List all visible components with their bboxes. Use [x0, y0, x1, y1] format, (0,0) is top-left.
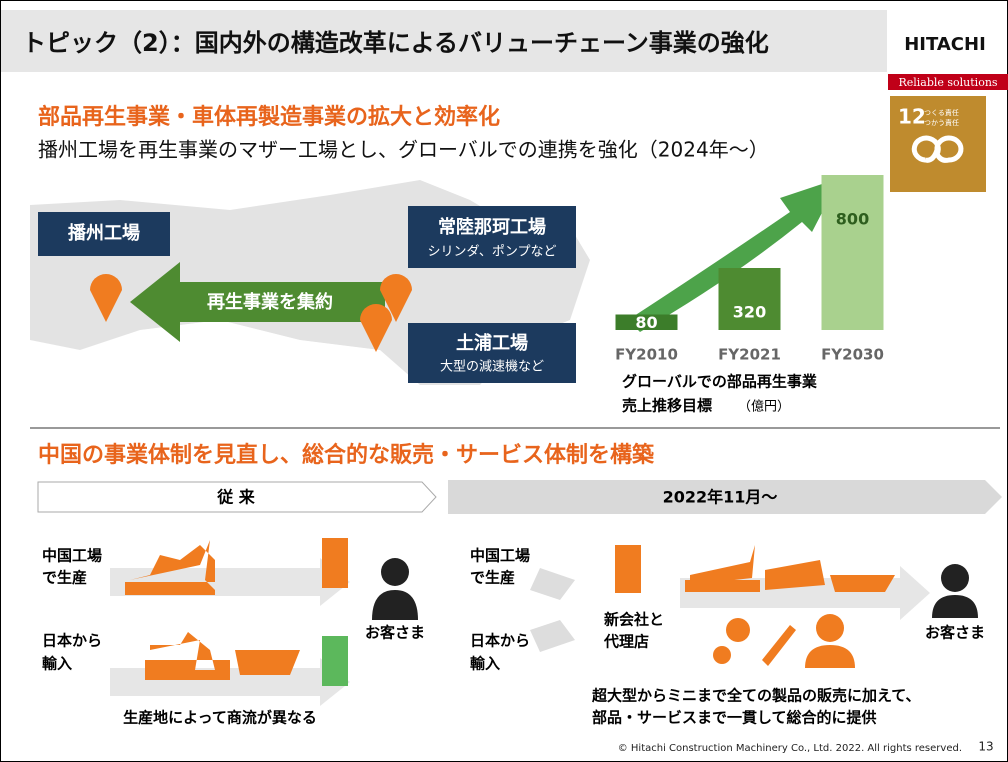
building-icon: [322, 538, 348, 588]
logo: HITACHI: [904, 34, 986, 55]
plant-note: シリンダ、ポンプなど: [428, 245, 557, 260]
phase-label: 従 来: [216, 488, 256, 507]
gear-icon: [726, 618, 750, 642]
caption: グローバルでの部品再生事業: [622, 373, 818, 391]
page-number: 13: [978, 740, 993, 754]
person-icon: [941, 564, 969, 592]
bar: [821, 175, 884, 330]
arrow-label: 再生事業を集約: [207, 291, 333, 313]
phase-header: [37, 481, 437, 513]
plant-name: 土浦工場: [456, 332, 528, 354]
pin: [90, 274, 122, 322]
plant-name: 播州工場: [68, 222, 140, 244]
plant-note: 大型の減速機など: [440, 359, 544, 375]
value-label: 800: [836, 210, 869, 229]
note: 生産地によって商流が異なる: [123, 709, 317, 727]
worker-icon: [816, 614, 844, 642]
caption: 売上推移目標: [622, 397, 712, 415]
gear-icon: [713, 646, 731, 664]
label: で生産: [42, 569, 87, 587]
label: 新会社と: [604, 611, 664, 629]
value-label: 80: [635, 313, 657, 332]
section-heading: 中国の事業体制を見直し、総合的な販売・サービス体制を構築: [38, 442, 655, 468]
person-icon: [932, 595, 978, 618]
label: 輸入: [470, 655, 500, 673]
label: 日本から: [42, 632, 102, 650]
sdg-symbol: [911, 135, 964, 163]
title: トピック（2）：国内外の構造改革によるバリューチェーン事業の強化: [22, 29, 769, 57]
label: で生産: [470, 569, 515, 587]
x-tick-label: FY2030: [821, 346, 884, 364]
label: 中国工場: [470, 547, 530, 565]
section-subtitle: 播州工場を再生事業のマザー工場とし、グローバルでの連携を強化（2024年～）: [38, 138, 769, 162]
wrench-icon: [762, 625, 796, 666]
label: 輸入: [42, 655, 72, 673]
header-band: [1, 10, 887, 72]
sdg-text: つくる責任: [924, 108, 959, 117]
pin: [380, 274, 412, 322]
value-label: 320: [733, 303, 766, 322]
note: 部品・サービスまで一貫して総合的に提供: [592, 709, 877, 727]
bar: [718, 268, 781, 330]
plant-box: [408, 206, 576, 268]
excavator-icon: [125, 540, 215, 595]
sdg-text: つかう責任: [924, 118, 959, 127]
note: 超大型からミニまで全ての製品の販売に加えて、: [591, 687, 921, 705]
growth-arrow: [628, 178, 840, 332]
sdg-number: 12: [898, 105, 926, 129]
copyright: © Hitachi Construction Machinery Co., Lt…: [618, 743, 962, 754]
bar-chart: 80 FY2010 320 FY2021 800 FY2030グローバルでの部品再生事業売…: [615, 175, 884, 415]
machine-icon: [685, 545, 895, 592]
tagline-band: [888, 74, 1008, 90]
plant-box: [408, 323, 576, 383]
building-icon: [615, 545, 641, 593]
bar: [615, 314, 678, 330]
tagline: Reliable solutions: [898, 76, 997, 89]
plant-box: [38, 212, 170, 256]
flow-band: [900, 566, 930, 620]
phase-header: [448, 480, 1002, 514]
building-icon: [322, 636, 348, 686]
plant-name: 常陸那珂工場: [438, 216, 546, 238]
customer: お客さま: [365, 624, 425, 642]
worker-icon: [805, 645, 855, 668]
customer: お客さま: [925, 624, 985, 642]
phase-label: 2022年11月～: [663, 488, 778, 507]
unit: （億円）: [738, 399, 790, 415]
merge-arrows: [530, 568, 575, 652]
pin: [360, 304, 392, 352]
person-icon: [372, 590, 418, 620]
machine-icon: [145, 632, 300, 680]
section-heading: 部品再生事業・車体再製造事業の拡大と効率化: [38, 104, 500, 130]
label: 中国工場: [42, 547, 102, 565]
flow-arrow: [130, 262, 385, 342]
x-tick-label: FY2010: [615, 346, 678, 364]
person-icon: [381, 558, 409, 586]
label: 代理店: [603, 633, 649, 651]
label: 日本から: [470, 632, 530, 650]
x-tick-label: FY2021: [718, 346, 781, 364]
